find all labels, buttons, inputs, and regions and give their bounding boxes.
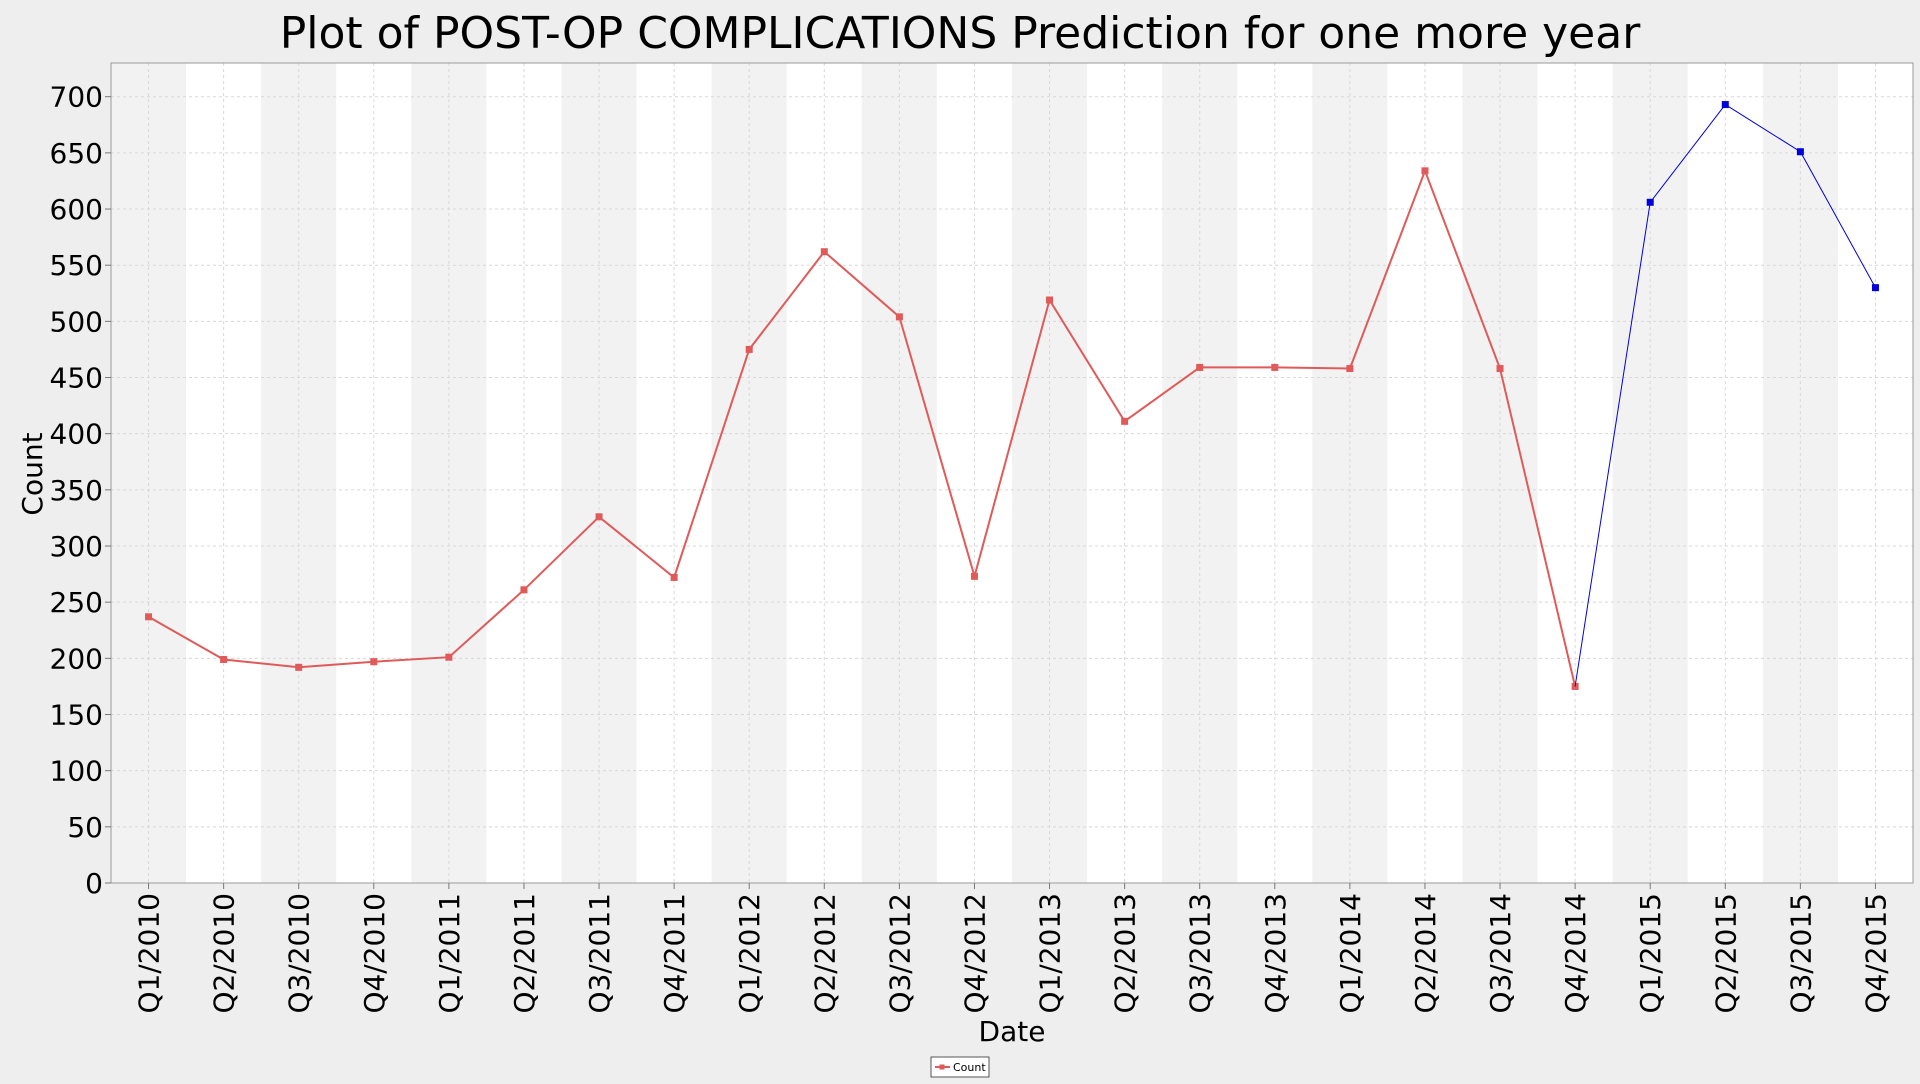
count-data-point	[820, 248, 828, 256]
y-tick-label: 650	[50, 137, 103, 170]
x-tick-label: Q1/2011	[433, 893, 466, 1014]
prediction-data-point	[1646, 198, 1654, 206]
count-data-point	[895, 313, 903, 321]
chart-title: Plot of POST-OP COMPLICATIONS Prediction…	[280, 8, 1642, 59]
y-tick-label: 250	[50, 586, 103, 619]
x-tick-label: Q4/2011	[658, 893, 691, 1014]
x-tick-label: Q1/2012	[733, 893, 766, 1014]
y-tick-label: 150	[50, 699, 103, 732]
count-data-point	[445, 653, 453, 661]
x-tick-label: Q4/2010	[358, 893, 391, 1014]
count-data-point	[1121, 417, 1129, 425]
legend-box	[930, 1056, 990, 1078]
count-data-point	[1421, 167, 1429, 175]
count-data-point	[1196, 363, 1204, 371]
count-data-point	[220, 655, 228, 663]
count-data-point	[1046, 296, 1054, 304]
legend-marker-swatch	[939, 1064, 945, 1070]
y-tick-label: 550	[50, 249, 103, 282]
prediction-data-point	[1721, 101, 1729, 109]
x-tick-label: Q4/2013	[1259, 893, 1292, 1014]
x-tick-label: Q3/2015	[1784, 893, 1817, 1014]
y-tick-label: 350	[50, 474, 103, 507]
x-tick-label: Q1/2014	[1334, 893, 1367, 1014]
x-tick-label: Q2/2014	[1409, 893, 1442, 1014]
count-data-point	[970, 572, 978, 580]
y-tick-label: 600	[50, 193, 103, 226]
y-tick-label: 50	[67, 811, 103, 844]
count-data-point	[295, 663, 303, 671]
plot-area-border	[110, 62, 1914, 884]
x-tick-label: Q2/2013	[1109, 893, 1142, 1014]
x-tick-label: Q4/2012	[958, 893, 991, 1014]
x-tick-label: Q2/2011	[508, 893, 541, 1014]
count-data-point	[1496, 365, 1504, 373]
x-tick-label: Q3/2014	[1484, 893, 1517, 1014]
count-data-point	[145, 613, 153, 621]
count-data-point	[670, 573, 678, 581]
count-data-point	[1346, 365, 1354, 373]
x-tick-label: Q3/2013	[1184, 893, 1217, 1014]
prediction-data-point	[1796, 148, 1804, 156]
x-tick-label: Q2/2015	[1709, 893, 1742, 1014]
series-lines	[145, 101, 1879, 690]
count-data-point	[370, 658, 378, 666]
x-tick-label: Q1/2010	[133, 893, 166, 1014]
legend-label: Count	[953, 1061, 986, 1074]
count-data-point	[1271, 363, 1279, 371]
y-axis: 0 50 100 150 200 250 300 350 400 450 500 550 600 650 7…	[50, 81, 111, 900]
x-tick-label: Q2/2010	[208, 893, 241, 1014]
y-tick-label: 300	[50, 530, 103, 563]
x-tick-label: Q3/2010	[283, 893, 316, 1014]
gridlines	[111, 63, 1913, 884]
y-tick-label: 500	[50, 305, 103, 338]
y-axis-label: Count	[16, 432, 49, 515]
x-tick-label: Q3/2011	[583, 893, 616, 1014]
x-tick-label: Q1/2013	[1034, 893, 1067, 1014]
x-axis: Q1/2010 Q2/2010 Q3/2010 Q4/2010 Q1/2011 Q2/20…	[133, 883, 1892, 1014]
y-tick-label: 450	[50, 362, 103, 395]
count-data-point	[1571, 682, 1579, 690]
x-tick-label: Q4/2014	[1559, 893, 1592, 1014]
y-tick-label: 200	[50, 642, 103, 675]
y-tick-label: 100	[50, 755, 103, 788]
x-tick-label: Q2/2012	[808, 893, 841, 1014]
y-tick-label: 700	[50, 81, 103, 114]
y-tick-label: 400	[50, 418, 103, 451]
count-data-point	[595, 513, 603, 521]
prediction-data-point	[1871, 284, 1879, 292]
x-tick-label: Q3/2012	[883, 893, 916, 1014]
column-bands	[111, 63, 1914, 883]
count-data-point	[520, 586, 528, 594]
x-axis-label: Date	[979, 1015, 1046, 1048]
x-tick-label: Q4/2015	[1859, 893, 1892, 1014]
count-series-line	[148, 167, 1577, 687]
count-data-point	[745, 345, 753, 353]
x-tick-label: Q1/2015	[1634, 893, 1667, 1014]
y-tick-label: 0	[85, 867, 103, 900]
legend: Count	[930, 1056, 990, 1078]
